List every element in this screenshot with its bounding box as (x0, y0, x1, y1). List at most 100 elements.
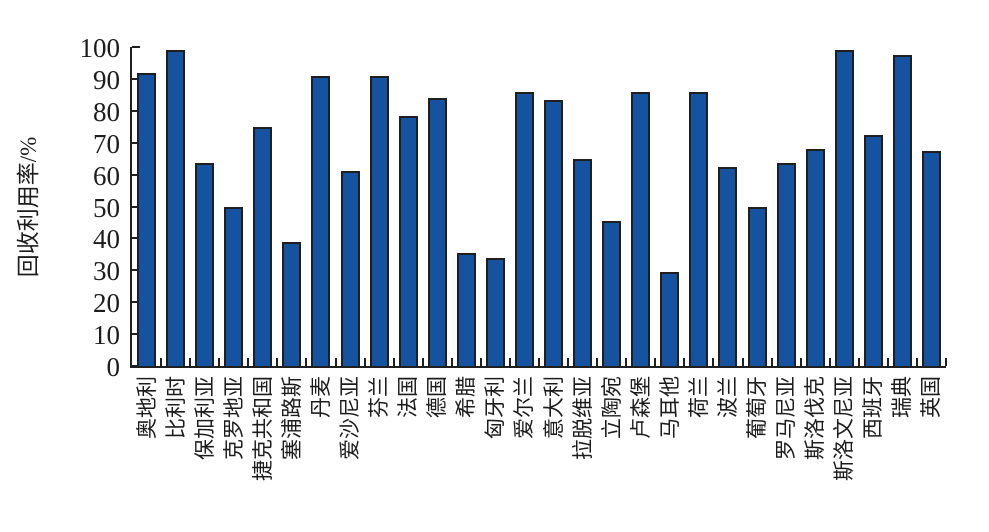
x-axis-tick (654, 358, 657, 366)
x-axis-tick (886, 358, 889, 366)
y-axis-tick (132, 46, 140, 48)
x-tick-label: 芬兰 (367, 376, 392, 418)
bar (340, 171, 360, 366)
bar (573, 158, 593, 366)
y-tick-label: 100 (79, 33, 121, 63)
y-tick-label: 50 (93, 192, 120, 223)
x-axis-tick (915, 358, 918, 366)
x-tick-label: 意大利 (541, 376, 566, 439)
x-tick-label: 英国 (919, 376, 944, 418)
bar (892, 54, 912, 366)
x-axis-tick (799, 358, 802, 366)
bar (369, 75, 389, 366)
x-tick-label: 立陶宛 (599, 376, 624, 439)
x-axis-tick (683, 358, 686, 366)
x-tick-label: 爱沙尼亚 (338, 376, 363, 460)
x-axis-tick (625, 358, 628, 366)
x-axis-tick (596, 358, 599, 366)
x-tick-label: 克罗地亚 (221, 376, 246, 460)
x-axis-tick (276, 358, 279, 366)
y-tick-label: 70 (93, 128, 120, 159)
x-axis-tick (392, 358, 395, 366)
x-tick-label: 拉脱维亚 (570, 376, 595, 460)
bar (834, 50, 854, 366)
bar (863, 134, 883, 366)
x-axis-tick (567, 358, 570, 366)
x-axis-tick (450, 358, 453, 366)
x-tick-label: 德国 (425, 376, 450, 418)
x-tick-label: 捷克共和国 (250, 376, 275, 481)
y-axis-tick (132, 77, 140, 80)
bar (921, 150, 941, 366)
y-tick-label: 10 (93, 320, 120, 351)
plot-area (130, 46, 947, 368)
y-axis-tick (132, 237, 140, 240)
y-axis-tick (132, 173, 140, 176)
y-axis-tick (132, 333, 140, 336)
bar (195, 163, 215, 366)
x-tick-label: 奥地利 (134, 376, 159, 439)
x-tick-label: 匈牙利 (483, 376, 508, 439)
x-tick-label: 塞浦路斯 (279, 376, 304, 460)
x-axis-tick (508, 358, 511, 366)
bar (456, 252, 476, 366)
x-axis-tick (945, 358, 947, 366)
x-axis-tick (857, 358, 860, 366)
x-tick-label: 瑞典 (890, 376, 915, 418)
bar (398, 115, 418, 366)
x-axis-tick (160, 358, 163, 366)
x-tick-label: 斯洛伐克 (803, 376, 828, 460)
x-tick-label: 马耳他 (657, 376, 682, 439)
x-axis-tick (538, 358, 540, 366)
x-axis-tick (770, 358, 773, 366)
y-axis-tick (132, 301, 140, 304)
bar (427, 98, 447, 366)
x-tick-label: 西班牙 (861, 376, 886, 439)
y-axis-tick (132, 109, 140, 112)
x-tick-label: 波兰 (715, 376, 740, 418)
y-axis-tick (132, 141, 140, 144)
x-axis-tick (479, 358, 482, 366)
x-tick-label: 罗马尼亚 (774, 376, 799, 460)
x-axis-tick (305, 358, 308, 366)
x-tick-label: 丹麦 (308, 376, 333, 418)
bar (776, 163, 796, 366)
x-axis-tick (247, 358, 250, 366)
y-tick-label: 60 (93, 160, 120, 191)
bar (544, 99, 564, 366)
x-tick-label: 希腊 (454, 376, 479, 418)
x-tick-label: 葡萄牙 (745, 376, 770, 439)
y-axis-tick (132, 205, 140, 208)
bar (602, 220, 622, 366)
x-axis-tick (828, 358, 831, 366)
x-axis-tick (189, 358, 192, 366)
y-tick-label: 20 (93, 288, 120, 319)
bar (718, 166, 738, 366)
bar (514, 91, 534, 366)
bar (282, 241, 302, 366)
y-axis-tick (132, 365, 140, 367)
bar (224, 206, 244, 366)
bar (166, 50, 186, 366)
y-axis-tick (132, 269, 140, 272)
x-tick-label: 卢森堡 (628, 376, 653, 439)
bar (805, 149, 825, 366)
y-tick-label: 0 (106, 352, 121, 382)
y-tick-label: 40 (93, 224, 120, 255)
x-tick-label: 比利时 (163, 376, 188, 439)
bar (660, 271, 680, 366)
bar (311, 75, 331, 366)
x-axis-tick (334, 358, 337, 366)
x-axis-tick (421, 358, 424, 366)
x-axis-tick (741, 358, 744, 366)
x-tick-label: 斯洛文尼亚 (832, 376, 857, 481)
x-axis-tick (712, 358, 715, 366)
bar (253, 126, 273, 366)
bar (689, 91, 709, 366)
x-axis-tick (363, 358, 366, 366)
x-tick-label: 法国 (396, 376, 421, 418)
x-tick-label: 爱尔兰 (512, 376, 537, 439)
y-tick-label: 80 (93, 96, 120, 127)
bar (747, 206, 767, 366)
